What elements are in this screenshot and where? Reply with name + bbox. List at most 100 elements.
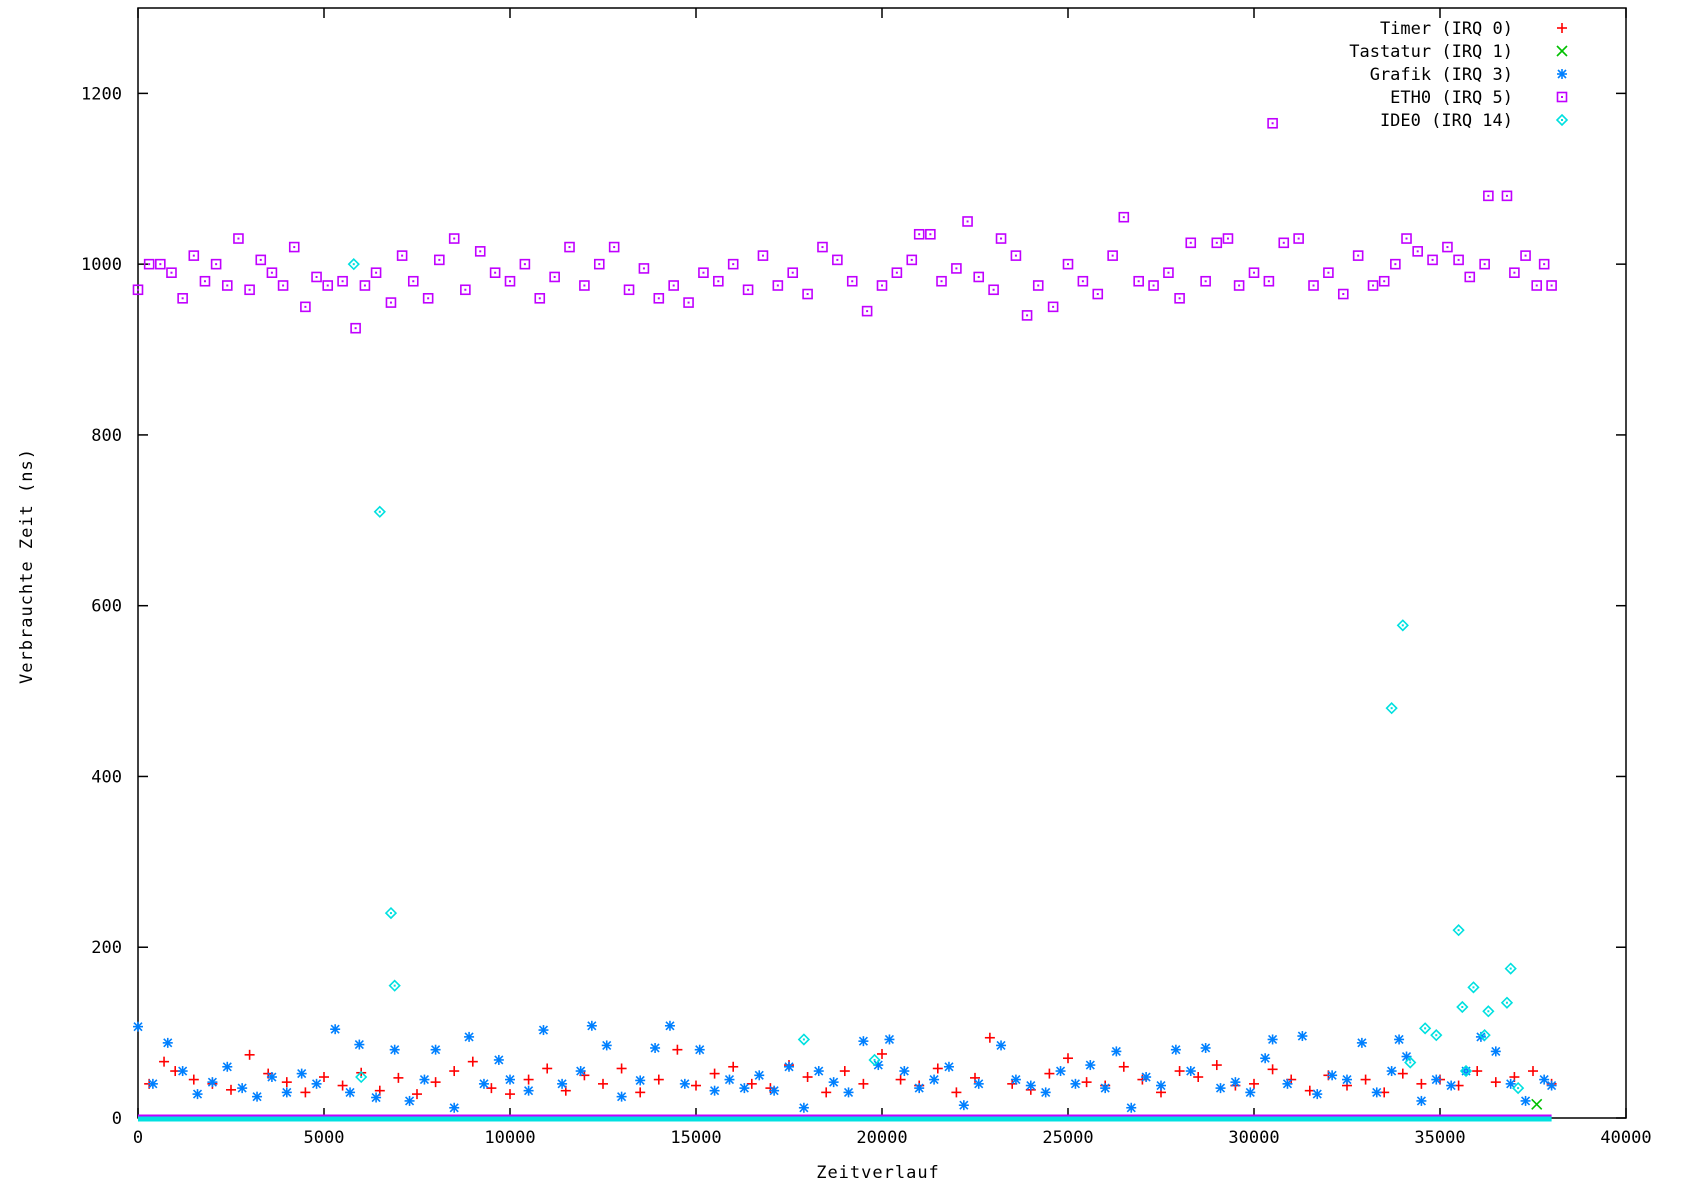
data-point bbox=[252, 1091, 263, 1102]
data-point bbox=[244, 1049, 255, 1060]
data-point bbox=[1531, 1098, 1543, 1110]
data-point bbox=[1297, 1031, 1308, 1042]
data-point bbox=[1401, 1051, 1412, 1062]
data-point bbox=[393, 1072, 404, 1083]
data-point bbox=[1360, 1074, 1371, 1085]
legend-entry-label: IDE0 (IRQ 14) bbox=[1380, 111, 1513, 131]
data-point bbox=[1249, 1078, 1259, 1089]
data-point bbox=[746, 1078, 757, 1089]
data-point bbox=[1233, 280, 1245, 291]
data-point bbox=[370, 267, 382, 278]
legend-entry-marker bbox=[1557, 69, 1567, 79]
x-tick-label: 25000 bbox=[1042, 1128, 1093, 1148]
data-point bbox=[1539, 1074, 1550, 1085]
data-point bbox=[1416, 1095, 1427, 1106]
data-point bbox=[1222, 233, 1234, 244]
data-point bbox=[162, 1037, 173, 1048]
legend-entry-label: Timer (IRQ 0) bbox=[1380, 19, 1513, 39]
data-point bbox=[1293, 233, 1304, 244]
data-point bbox=[1396, 619, 1409, 632]
data-point bbox=[237, 1083, 248, 1094]
data-point bbox=[1200, 275, 1211, 287]
data-point bbox=[1185, 237, 1197, 249]
data-point bbox=[1467, 981, 1480, 994]
data-point bbox=[843, 1087, 854, 1098]
data-point bbox=[159, 1056, 170, 1067]
data-point bbox=[742, 284, 754, 296]
data-point bbox=[1501, 190, 1513, 202]
data-point bbox=[389, 1044, 400, 1055]
data-point bbox=[709, 1068, 720, 1079]
y-axis-title: Verbrauchte Zeit (ns) bbox=[17, 448, 37, 684]
x-tick-label: 15000 bbox=[670, 1128, 721, 1148]
data-point bbox=[936, 275, 947, 287]
data-point bbox=[1282, 1078, 1293, 1089]
data-point bbox=[899, 1066, 910, 1077]
data-point bbox=[337, 1080, 348, 1091]
data-point bbox=[1126, 1102, 1137, 1113]
data-point bbox=[1505, 1078, 1516, 1089]
data-point bbox=[464, 1031, 475, 1042]
data-point bbox=[1267, 1064, 1278, 1075]
data-point bbox=[388, 979, 401, 992]
data-point bbox=[1081, 1077, 1092, 1088]
data-point bbox=[1070, 1078, 1081, 1089]
data-point bbox=[449, 1066, 460, 1077]
data-point bbox=[638, 263, 650, 274]
data-point bbox=[798, 1102, 809, 1113]
data-point bbox=[1185, 1066, 1196, 1077]
data-point bbox=[1490, 1077, 1501, 1088]
data-point bbox=[147, 1078, 158, 1089]
data-point bbox=[385, 297, 397, 308]
data-point bbox=[1312, 1089, 1323, 1100]
data-point bbox=[679, 1078, 690, 1089]
y-tick-label: 1200 bbox=[81, 84, 122, 104]
data-point bbox=[1342, 1074, 1352, 1085]
data-point bbox=[943, 1061, 954, 1072]
data-point bbox=[861, 305, 873, 317]
data-point bbox=[913, 228, 925, 240]
data-point bbox=[1520, 1095, 1531, 1106]
data-point bbox=[1111, 1046, 1122, 1057]
data-point bbox=[350, 322, 361, 334]
data-point bbox=[962, 216, 973, 227]
data-point bbox=[754, 1070, 765, 1081]
legend-entry-marker bbox=[1556, 45, 1568, 57]
data-point bbox=[505, 1074, 515, 1085]
data-point bbox=[519, 258, 531, 270]
data-point bbox=[586, 1020, 597, 1031]
data-point bbox=[1431, 1074, 1442, 1085]
data-point bbox=[330, 1024, 341, 1035]
y-tick-label: 1000 bbox=[81, 255, 122, 275]
data-point bbox=[188, 1074, 199, 1085]
y-tick-label: 800 bbox=[91, 426, 122, 446]
data-point bbox=[373, 505, 386, 518]
data-point bbox=[396, 250, 408, 261]
data-point bbox=[300, 301, 311, 313]
legend-entry-marker bbox=[1557, 23, 1567, 33]
data-point bbox=[858, 1036, 869, 1047]
data-point bbox=[1308, 280, 1319, 291]
data-point bbox=[876, 280, 888, 291]
data-point bbox=[932, 1063, 943, 1074]
data-point bbox=[1211, 237, 1223, 249]
data-point bbox=[1337, 288, 1349, 300]
data-point bbox=[1174, 1066, 1185, 1077]
data-point bbox=[1021, 310, 1033, 321]
data-point bbox=[1193, 1072, 1204, 1083]
y-tick-label: 400 bbox=[91, 767, 122, 787]
data-point bbox=[958, 1100, 969, 1111]
data-point bbox=[1390, 258, 1401, 270]
data-point bbox=[474, 246, 486, 257]
data-point bbox=[884, 1034, 895, 1045]
data-point bbox=[1478, 1029, 1491, 1042]
data-point bbox=[1170, 1044, 1181, 1055]
data-point bbox=[608, 241, 620, 253]
data-point bbox=[713, 275, 724, 287]
data-points bbox=[132, 117, 1557, 1122]
data-point bbox=[1215, 1083, 1226, 1094]
data-point bbox=[653, 1074, 664, 1085]
data-point bbox=[951, 1087, 962, 1098]
data-point bbox=[493, 1054, 504, 1065]
data-point bbox=[1394, 1034, 1405, 1045]
